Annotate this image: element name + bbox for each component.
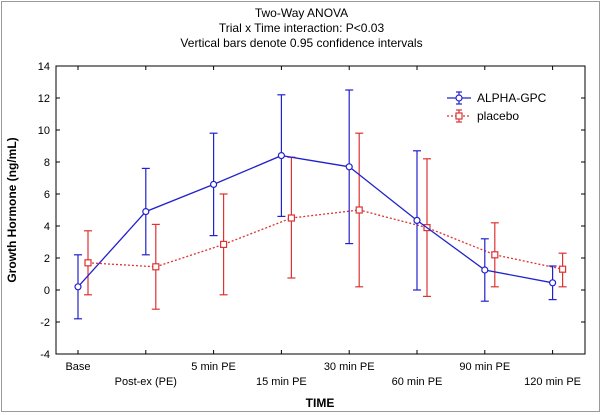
x-tick-label: 90 min PE	[459, 361, 510, 373]
chart-title: Two-Way ANOVA	[254, 6, 349, 20]
legend-marker	[455, 112, 463, 120]
x-tick-label: 30 min PE	[324, 361, 375, 373]
chart-subtitle-2: Vertical bars denote 0.95 confidence int…	[180, 36, 423, 50]
y-axis-label: Growth Hormone (ng/mL)	[5, 137, 19, 282]
data-point	[84, 259, 92, 267]
y-tick-label: 12	[38, 93, 50, 105]
data-point	[355, 206, 363, 214]
legend: ALPHA-GPC placebo	[447, 91, 547, 123]
legend-label: placebo	[477, 109, 519, 123]
y-tick-label: 14	[38, 61, 50, 73]
y-tick-label: -2	[40, 317, 50, 329]
data-point	[220, 240, 228, 248]
legend-label: ALPHA-GPC	[477, 91, 547, 105]
y-tick-label: 4	[44, 221, 50, 233]
plot-area	[55, 65, 586, 355]
legend-item-placebo: placebo	[447, 109, 519, 123]
data-point	[277, 152, 285, 160]
data-point	[345, 163, 353, 171]
data-point	[558, 265, 567, 273]
data-point	[74, 283, 82, 291]
y-tick-label: 10	[38, 125, 50, 137]
chart-titles: Two-Way ANOVA Trial x Time interaction: …	[0, 6, 603, 51]
data-point	[152, 263, 160, 271]
legend-item-alpha-gpc: ALPHA-GPC	[447, 91, 547, 105]
series-alpha-gpc	[74, 89, 557, 320]
data-point	[481, 266, 489, 274]
series-layer	[74, 89, 567, 320]
data-point	[491, 251, 499, 259]
x-tick-label: Post-ex (PE)	[115, 376, 177, 388]
x-tick-label: 60 min PE	[392, 376, 443, 388]
x-axis-label: TIME	[306, 396, 335, 410]
y-tick-label: 8	[44, 157, 50, 169]
y-axis: -4 -2 0 2 4 6 8 10 12 14	[38, 61, 585, 361]
chart-subtitle-1: Trial x Time interaction: P<0.03	[218, 21, 385, 35]
series-line	[77, 154, 553, 288]
data-point	[142, 208, 150, 216]
x-axis: Base Post-ex (PE) 5 min PE 15 min PE 30 min …	[65, 66, 581, 388]
series-placebo	[84, 132, 567, 310]
x-tick-label: 120 min PE	[524, 376, 581, 388]
y-tick-label: 0	[44, 285, 50, 297]
y-tick-label: 6	[44, 189, 50, 201]
data-point	[548, 279, 557, 287]
x-tick-label: 5 min PE	[191, 361, 236, 373]
x-tick-label: Base	[65, 361, 90, 373]
data-point	[210, 180, 218, 188]
legend-marker	[455, 94, 463, 102]
y-tick-label: 2	[44, 253, 50, 265]
x-tick-label: 15 min PE	[256, 376, 307, 388]
y-tick-label: -4	[40, 349, 50, 361]
data-point	[413, 216, 421, 224]
data-point	[287, 214, 295, 222]
series-line	[87, 209, 563, 270]
